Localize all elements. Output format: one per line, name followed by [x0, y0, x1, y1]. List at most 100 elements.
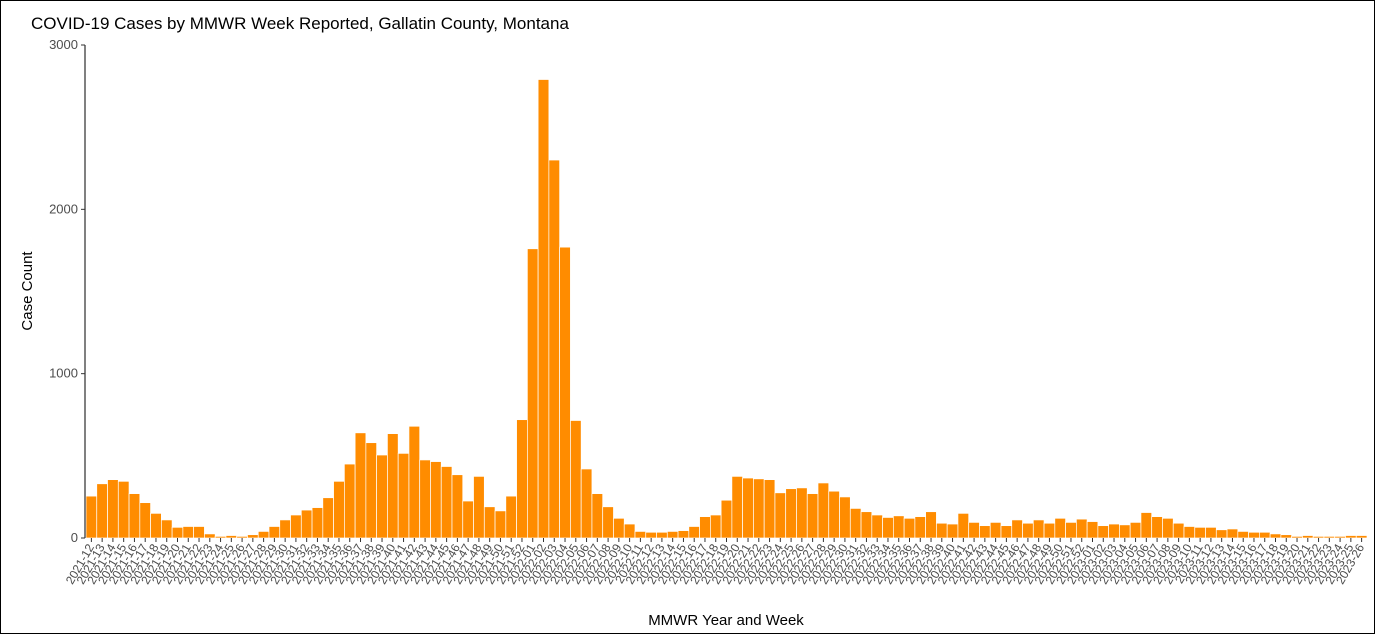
bar [85, 495, 98, 539]
y-axis-title: Case Count [19, 251, 36, 331]
bar [903, 517, 916, 539]
bar [505, 495, 517, 539]
bar [1097, 525, 1109, 539]
bar [1011, 519, 1023, 539]
bar [742, 477, 754, 539]
bar [979, 525, 991, 539]
bar [408, 425, 421, 539]
bar [451, 474, 464, 539]
bar [1205, 526, 1217, 539]
bar [257, 531, 270, 539]
bar [365, 442, 377, 539]
bar [613, 517, 625, 539]
bar [1323, 536, 1336, 539]
y-tick-label: 2000 [49, 201, 78, 216]
bar [1108, 523, 1120, 539]
bar [1215, 529, 1228, 539]
bar [1119, 524, 1131, 539]
bar [139, 502, 151, 539]
bar [483, 506, 496, 539]
bar [548, 159, 560, 539]
bar [1334, 536, 1346, 539]
bar [354, 432, 367, 539]
bar [225, 535, 238, 539]
chart-title: COVID-19 Cases by MMWR Week Reported, Ga… [31, 14, 569, 33]
bar [182, 526, 194, 539]
bar [731, 476, 743, 539]
bar [1280, 534, 1292, 539]
bar [161, 519, 173, 539]
bar [1269, 533, 1282, 539]
bar [430, 461, 442, 539]
bar [1129, 522, 1142, 539]
bar [150, 512, 162, 539]
bar [1248, 531, 1260, 539]
bar [849, 508, 862, 539]
bar [344, 463, 356, 539]
bar [634, 531, 647, 539]
bars [85, 79, 1368, 539]
bar [473, 476, 485, 539]
bar [602, 506, 614, 539]
bar [645, 531, 657, 539]
bar [1345, 535, 1357, 539]
bar [1022, 522, 1034, 539]
bar [268, 526, 281, 539]
bar [871, 514, 883, 539]
bar [1172, 522, 1185, 539]
bar [709, 514, 722, 539]
bar [860, 511, 873, 539]
bar [1054, 517, 1066, 539]
bar [946, 523, 959, 539]
bar [936, 522, 948, 539]
bar [925, 511, 937, 539]
bar [128, 493, 141, 539]
bar [1151, 516, 1163, 539]
bar [753, 478, 765, 539]
bar [720, 499, 733, 539]
bar [333, 480, 345, 539]
bar [1000, 525, 1013, 539]
bar [462, 500, 474, 539]
bar [117, 480, 130, 539]
bar [839, 496, 851, 539]
bar [785, 488, 797, 539]
bar [204, 533, 216, 539]
bar [171, 526, 184, 539]
bar [214, 536, 227, 539]
bar [1086, 521, 1099, 539]
bar [322, 497, 334, 539]
bar [623, 523, 636, 539]
bar [1302, 535, 1314, 539]
bar [96, 483, 108, 539]
bar [1140, 512, 1153, 539]
bar [580, 468, 593, 539]
bar [107, 479, 119, 539]
bar [699, 516, 711, 539]
bar [1194, 526, 1206, 539]
bar [537, 79, 550, 539]
bar [494, 510, 507, 539]
bar [968, 522, 980, 539]
bar [279, 519, 291, 539]
bar [1355, 535, 1368, 539]
bar [892, 515, 905, 539]
bar [1032, 519, 1045, 539]
bar [516, 419, 528, 539]
bar [1258, 531, 1271, 539]
bar [559, 246, 571, 539]
bar [1291, 536, 1303, 539]
bar [1183, 526, 1196, 539]
bar [1043, 522, 1056, 539]
bar [247, 534, 259, 539]
bar [570, 420, 582, 539]
bar [774, 492, 787, 539]
bar [419, 459, 431, 539]
bar [311, 507, 324, 539]
bar [1075, 518, 1088, 539]
y-axis-ticks: 0 1000 2000 3000 [49, 37, 85, 545]
bar [193, 526, 205, 539]
bar [440, 466, 453, 539]
